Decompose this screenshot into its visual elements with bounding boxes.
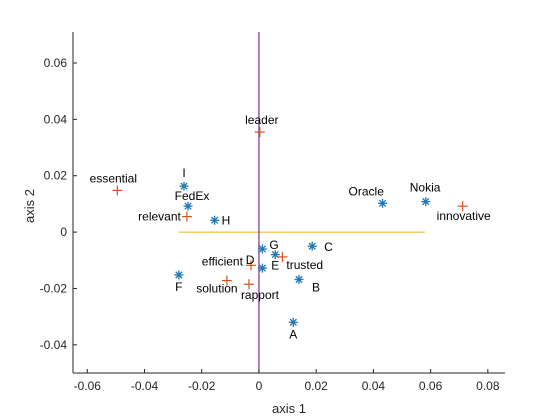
point-label-a: A xyxy=(289,327,297,341)
data-point-essential xyxy=(112,185,123,196)
x-tick-label: -0.04 xyxy=(131,379,159,393)
data-point-leader xyxy=(254,127,265,138)
data-point-innovative xyxy=(457,201,468,212)
x-axis-title: axis 1 xyxy=(272,401,306,416)
reference-lines xyxy=(178,32,425,373)
point-label-oracle: Oracle xyxy=(349,184,385,198)
marker-stroke xyxy=(271,250,279,259)
data-point-f xyxy=(174,270,184,280)
point-label-fedex: FedEx xyxy=(175,189,210,203)
point-label-h: H xyxy=(222,213,231,227)
point-label-b: B xyxy=(312,280,320,294)
data-point-relevant xyxy=(181,211,192,222)
marker-stroke xyxy=(378,199,387,207)
point-label-g: G xyxy=(269,238,278,252)
x-tick-label: 0.04 xyxy=(362,379,386,393)
data-point-g xyxy=(257,244,267,254)
point-label-solution: solution xyxy=(196,282,237,296)
data-point-nokia xyxy=(421,197,431,207)
marker-stroke xyxy=(289,318,297,326)
y-tick-label: -0.04 xyxy=(40,338,68,352)
point-label-leader: leader xyxy=(245,113,278,127)
data-point-fedex xyxy=(183,201,193,211)
data-point-c xyxy=(307,241,317,251)
data-point-trusted xyxy=(277,251,288,262)
axes: -0.06 -0.04 -0.02 0 0.02 0.04 0.06 0.08 -0.04 -0.… xyxy=(40,32,505,393)
point-label-d: D xyxy=(246,253,255,267)
point-label-efficient: efficient xyxy=(202,254,244,268)
point-label-f: F xyxy=(175,280,182,294)
x-tick-label: 0.08 xyxy=(476,379,500,393)
point-label-e: E xyxy=(271,259,279,273)
marker-stroke xyxy=(258,264,267,272)
point-label-trusted: trusted xyxy=(286,258,323,272)
data-point-b xyxy=(294,274,304,284)
marker-stroke xyxy=(175,271,183,279)
x-tick-label: 0.02 xyxy=(304,379,328,393)
data-point-d xyxy=(257,263,267,273)
y-tick-label: 0.04 xyxy=(44,112,68,126)
data-points xyxy=(112,127,468,327)
data-point-e xyxy=(270,250,280,260)
point-label-essential: essential xyxy=(90,171,137,185)
data-point-i xyxy=(179,181,189,191)
point-label-innovative: innovative xyxy=(437,209,491,223)
data-point-a xyxy=(288,317,298,327)
x-tick-label: 0 xyxy=(256,379,263,393)
x-tick-label: -0.02 xyxy=(188,379,216,393)
y-tick-label: 0.06 xyxy=(44,56,68,70)
point-label-rapport: rapport xyxy=(241,288,280,302)
point-label-relevant: relevant xyxy=(138,210,181,224)
data-point-oracle xyxy=(378,198,388,208)
data-point-h xyxy=(210,215,220,225)
y-axis-title: axis 2 xyxy=(22,189,37,223)
data-point-rapport xyxy=(243,279,254,290)
data-point-solution xyxy=(221,275,232,286)
y-tick-label: -0.02 xyxy=(40,281,68,295)
y-tick-label: 0 xyxy=(60,225,67,239)
point-labels: A B C D E F G H I FedEx Oracle Nokia leader essential… xyxy=(90,113,491,341)
marker-stroke xyxy=(308,242,316,250)
marker-stroke xyxy=(295,275,303,284)
y-tick-label: 0.02 xyxy=(44,169,68,183)
point-label-c: C xyxy=(324,240,333,254)
marker-stroke xyxy=(422,198,430,206)
marker-stroke xyxy=(258,245,267,253)
marker-stroke xyxy=(210,216,219,224)
marker-stroke xyxy=(184,202,192,210)
x-tick-label: 0.06 xyxy=(419,379,443,393)
point-label-i: I xyxy=(182,166,185,180)
x-tick-label: -0.06 xyxy=(74,379,102,393)
data-point-efficient xyxy=(245,260,256,271)
point-label-nokia: Nokia xyxy=(410,181,441,195)
marker-stroke xyxy=(180,182,188,190)
